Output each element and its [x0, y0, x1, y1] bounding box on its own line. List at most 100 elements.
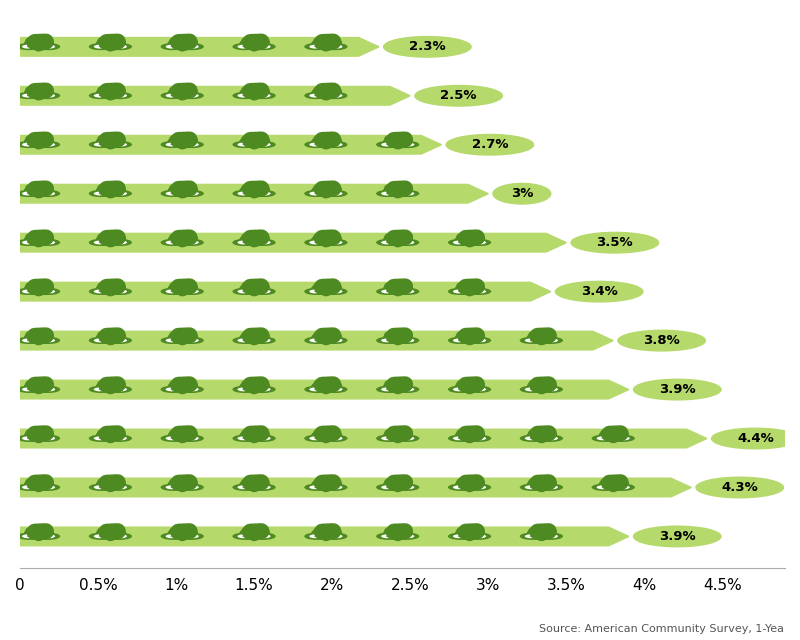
Circle shape — [38, 337, 60, 344]
Circle shape — [258, 485, 270, 489]
Circle shape — [94, 289, 106, 293]
Circle shape — [520, 484, 542, 491]
Circle shape — [314, 487, 317, 488]
Circle shape — [304, 532, 326, 540]
Circle shape — [618, 436, 630, 440]
Circle shape — [474, 485, 486, 489]
Circle shape — [242, 46, 245, 47]
Circle shape — [310, 534, 322, 538]
Circle shape — [17, 141, 39, 148]
Circle shape — [17, 337, 39, 344]
Circle shape — [406, 487, 410, 488]
Ellipse shape — [493, 184, 550, 204]
Circle shape — [617, 429, 626, 433]
Circle shape — [550, 487, 553, 488]
Circle shape — [453, 241, 466, 244]
Circle shape — [27, 291, 30, 292]
Circle shape — [94, 485, 106, 489]
Circle shape — [325, 190, 347, 197]
Circle shape — [17, 288, 39, 295]
Circle shape — [89, 141, 111, 148]
Circle shape — [98, 144, 102, 145]
Circle shape — [47, 242, 50, 243]
Circle shape — [42, 339, 55, 342]
Circle shape — [381, 436, 394, 440]
Circle shape — [530, 487, 532, 488]
Circle shape — [335, 291, 338, 292]
Circle shape — [238, 534, 250, 538]
Circle shape — [89, 532, 111, 540]
Circle shape — [17, 239, 39, 246]
Circle shape — [448, 484, 470, 491]
Circle shape — [186, 332, 195, 335]
Circle shape — [166, 436, 178, 440]
Circle shape — [42, 429, 52, 433]
Polygon shape — [20, 38, 379, 56]
Circle shape — [402, 381, 411, 383]
Circle shape — [232, 190, 255, 197]
Circle shape — [22, 485, 34, 489]
Circle shape — [47, 389, 50, 390]
Circle shape — [238, 143, 250, 147]
Circle shape — [330, 38, 339, 41]
Circle shape — [27, 193, 30, 194]
Circle shape — [525, 387, 538, 391]
Text: 3.8%: 3.8% — [643, 334, 680, 347]
Circle shape — [242, 291, 245, 292]
Circle shape — [253, 190, 276, 197]
Circle shape — [114, 534, 127, 538]
Circle shape — [186, 339, 199, 342]
Circle shape — [520, 337, 542, 344]
Circle shape — [253, 337, 276, 344]
Circle shape — [110, 484, 132, 491]
Circle shape — [546, 479, 554, 481]
Text: 4.3%: 4.3% — [722, 481, 758, 494]
Circle shape — [42, 143, 55, 147]
Circle shape — [304, 239, 326, 246]
Circle shape — [335, 438, 338, 439]
Circle shape — [186, 429, 195, 433]
Circle shape — [170, 144, 173, 145]
Circle shape — [98, 95, 102, 96]
Circle shape — [22, 289, 34, 293]
Circle shape — [376, 532, 398, 540]
Circle shape — [161, 43, 183, 50]
Circle shape — [98, 46, 102, 47]
Circle shape — [22, 143, 34, 147]
Circle shape — [330, 429, 339, 433]
Circle shape — [602, 438, 604, 439]
Circle shape — [618, 485, 630, 489]
Circle shape — [119, 389, 122, 390]
Circle shape — [550, 340, 553, 341]
Circle shape — [182, 532, 204, 540]
Circle shape — [402, 283, 411, 285]
Circle shape — [186, 289, 199, 293]
Circle shape — [469, 288, 491, 295]
Circle shape — [386, 193, 389, 194]
Circle shape — [258, 289, 270, 293]
Circle shape — [314, 536, 317, 537]
Circle shape — [397, 435, 419, 442]
Circle shape — [42, 436, 55, 440]
Circle shape — [304, 435, 326, 442]
Circle shape — [27, 242, 30, 243]
Circle shape — [474, 241, 486, 244]
Circle shape — [186, 191, 199, 195]
Circle shape — [406, 242, 410, 243]
Circle shape — [335, 144, 338, 145]
Circle shape — [170, 340, 173, 341]
Circle shape — [478, 389, 482, 390]
Circle shape — [166, 485, 178, 489]
Circle shape — [310, 387, 322, 391]
Circle shape — [330, 283, 339, 285]
Circle shape — [325, 532, 347, 540]
Polygon shape — [20, 136, 442, 154]
Circle shape — [376, 435, 398, 442]
Circle shape — [98, 340, 102, 341]
Circle shape — [232, 239, 255, 246]
Circle shape — [402, 234, 411, 237]
Circle shape — [182, 43, 204, 50]
Circle shape — [38, 288, 60, 295]
Circle shape — [402, 527, 411, 531]
Text: 3.9%: 3.9% — [659, 383, 695, 396]
